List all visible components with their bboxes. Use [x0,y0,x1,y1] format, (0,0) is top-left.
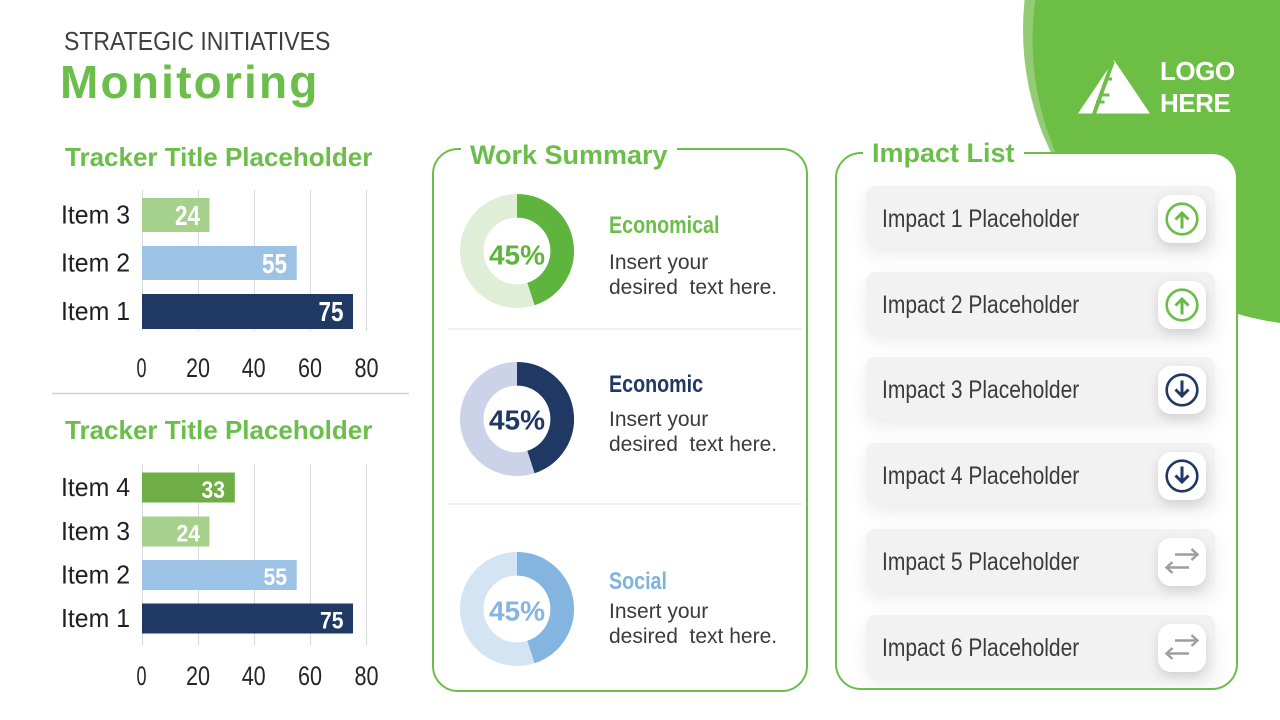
svg-text:55: 55 [264,564,288,591]
svg-text:0: 0 [137,353,147,383]
svg-text:40: 40 [242,661,266,691]
svg-text:80: 80 [355,353,379,383]
svg-text:Item 3: Item 3 [61,516,130,546]
svg-text:Item 1: Item 1 [61,296,130,326]
svg-text:75: 75 [320,608,344,635]
svg-text:Item 3: Item 3 [61,199,130,229]
svg-text:33: 33 [202,477,226,504]
svg-text:Item 2: Item 2 [61,559,130,589]
svg-text:24: 24 [177,521,201,548]
svg-text:0: 0 [137,661,147,691]
svg-text:55: 55 [262,248,287,279]
svg-text:60: 60 [298,661,322,691]
svg-text:Item 4: Item 4 [61,472,130,502]
svg-text:Item 2: Item 2 [61,247,130,277]
svg-text:20: 20 [186,353,210,383]
svg-text:45%: 45% [489,405,545,436]
svg-text:45%: 45% [489,596,545,627]
svg-text:24: 24 [175,200,200,231]
svg-text:Item 1: Item 1 [61,603,130,633]
svg-text:75: 75 [319,296,344,327]
svg-text:60: 60 [298,353,322,383]
svg-text:20: 20 [186,661,210,691]
svg-text:40: 40 [242,353,266,383]
svg-text:45%: 45% [489,240,545,271]
svg-text:80: 80 [355,661,379,691]
